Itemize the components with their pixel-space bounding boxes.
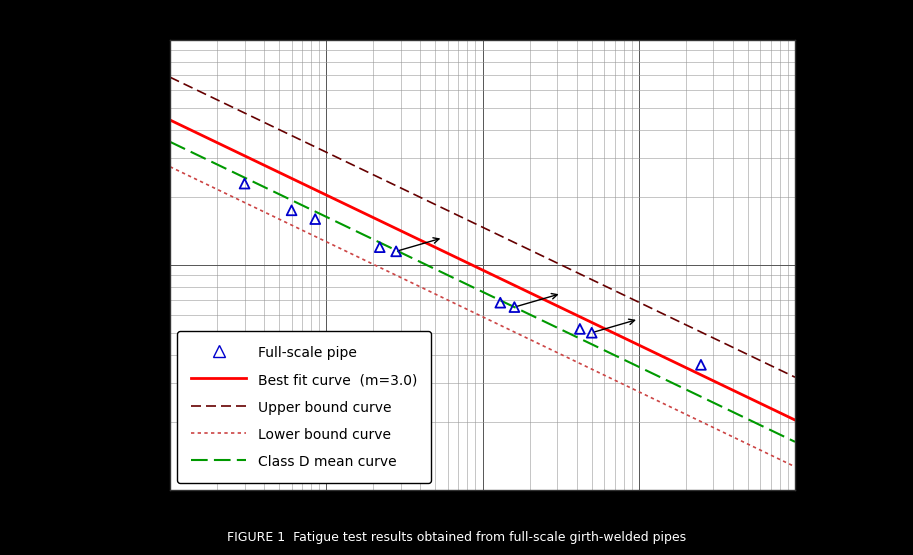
Point [572, 325, 587, 334]
Point [493, 298, 508, 307]
Text: FIGURE 1  Fatigue test results obtained from full-scale girth-welded pipes: FIGURE 1 Fatigue test results obtained f… [227, 531, 686, 544]
Point [308, 215, 322, 224]
Point [694, 360, 708, 369]
Point [507, 302, 521, 311]
Point [373, 243, 387, 251]
Point [237, 179, 252, 188]
Point [389, 247, 404, 256]
Point [584, 329, 599, 337]
Legend: Full-scale pipe, Best fit curve  (m=3.0), Upper bound curve, Lower bound curve, : Full-scale pipe, Best fit curve (m=3.0),… [177, 331, 431, 483]
Point [284, 206, 299, 215]
